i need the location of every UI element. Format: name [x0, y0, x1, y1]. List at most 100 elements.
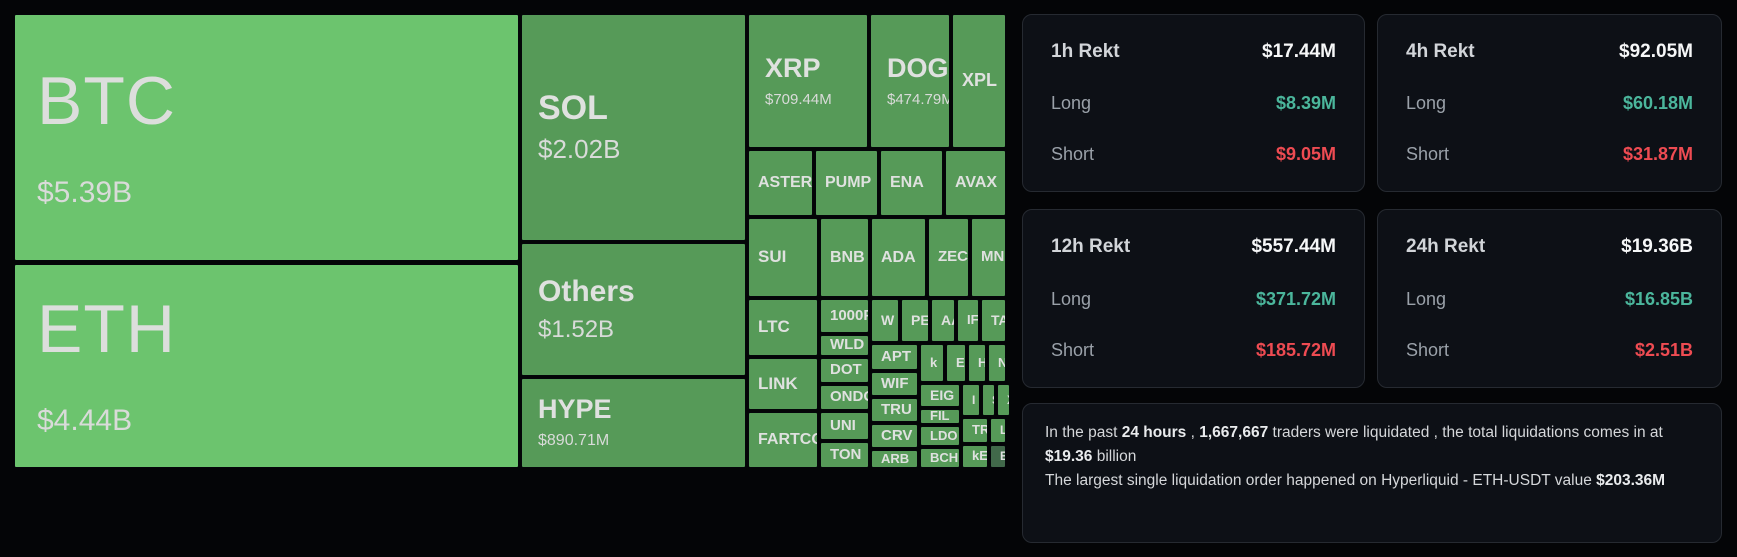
card-title: 4h Rekt — [1406, 41, 1475, 62]
summary-highlight: $19.36 — [1045, 448, 1093, 466]
card-title-row: 24h Rekt $19.36B — [1406, 236, 1693, 258]
treemap-cell-if[interactable]: IF — [957, 299, 979, 342]
treemap-cell-aster[interactable]: ASTER — [748, 150, 813, 216]
treemap-cell-hype[interactable]: HYPE $890.71M — [521, 378, 746, 468]
treemap-cell-w[interactable]: W — [871, 299, 899, 342]
cell-symbol: CRV — [881, 426, 913, 444]
cell-symbol: Others — [538, 274, 635, 308]
cell-symbol: SOL — [538, 89, 608, 128]
summary-panel: In the past 24 hours , 1,667,667 traders… — [1022, 403, 1722, 543]
cell-symbol: k — [930, 354, 938, 370]
cell-symbol: LA — [1000, 424, 1005, 437]
summary-line-2: The largest single liquidation order hap… — [1045, 469, 1699, 493]
treemap-cell-ldo[interactable]: LDO — [920, 426, 960, 446]
treemap-cell-ta[interactable]: TA — [981, 299, 1006, 342]
treemap-cell-dot[interactable]: DOT — [820, 358, 869, 383]
card-total-value: $92.05M — [1619, 41, 1693, 62]
treemap-cell-mn[interactable]: MN — [971, 218, 1006, 297]
treemap-cell-zec[interactable]: ZEC — [928, 218, 969, 297]
card-total-value: $557.44M — [1251, 236, 1336, 257]
treemap-cell-fartcoin[interactable]: FARTCOIN — [748, 412, 818, 468]
liquidation-treemap: BTC $5.39B ETH $4.44B SOL $2.02B Others $1.52B H… — [14, 14, 1010, 468]
short-value: $31.87M — [1622, 144, 1693, 164]
treemap-cell-ei[interactable]: EI — [990, 445, 1006, 468]
treemap-cell-ena[interactable]: ENA — [880, 150, 943, 216]
cell-symbol: ZEC — [938, 248, 968, 266]
cell-symbol: H — [978, 355, 985, 370]
treemap-cell-n[interactable]: N — [988, 344, 1006, 382]
cell-symbol: BCH — [930, 449, 959, 465]
cell-symbol: X — [1007, 393, 1009, 407]
treemap-cell-tru[interactable]: TRU — [871, 398, 918, 422]
cell-symbol: ADA — [881, 248, 916, 266]
rekt-card-4h: 4h Rekt $92.05M Long $60.18M Short $31.8… — [1377, 14, 1722, 192]
treemap-cell-ltc[interactable]: LTC — [748, 299, 818, 356]
cell-symbol: IF — [967, 312, 979, 328]
long-value: $60.18M — [1622, 93, 1693, 113]
treemap-cell-tr[interactable]: TR — [962, 418, 988, 443]
treemap-cell-i[interactable]: I — [962, 384, 980, 416]
treemap-cell-others[interactable]: Others $1.52B — [521, 243, 746, 376]
treemap-cell-e[interactable]: E — [946, 344, 966, 382]
treemap-cell-link[interactable]: LINK — [748, 358, 818, 410]
treemap-cell-h[interactable]: H — [968, 344, 986, 382]
card-long-row: Long $16.85B — [1406, 289, 1693, 310]
treemap-cell-avax[interactable]: AVAX — [945, 150, 1006, 216]
treemap-cell-crv[interactable]: CRV — [871, 424, 918, 448]
card-title-row: 4h Rekt $92.05M — [1406, 41, 1693, 63]
treemap-cell-x[interactable]: X — [997, 384, 1010, 416]
treemap-cell-k[interactable]: k — [920, 344, 944, 382]
cell-symbol: 1000P — [830, 306, 868, 324]
cell-symbol: FARTCOIN — [758, 431, 817, 449]
treemap-cell-eth[interactable]: ETH $4.44B — [14, 264, 519, 468]
long-label: Long — [1406, 93, 1447, 113]
treemap-cell-wif[interactable]: WIF — [871, 372, 918, 396]
cell-symbol: ONDO — [830, 388, 868, 406]
treemap-cell-la[interactable]: LA — [990, 418, 1006, 443]
cell-value: $2.02B — [538, 133, 621, 164]
treemap-cell-pe[interactable]: PE — [901, 299, 929, 342]
treemap-cell-ondo[interactable]: ONDO — [820, 385, 869, 410]
treemap-cell-s[interactable]: S — [982, 384, 995, 416]
long-value: $8.39M — [1275, 93, 1336, 113]
cell-symbol: UNI — [830, 416, 856, 434]
cell-symbol: ASTER — [758, 174, 813, 192]
cell-symbol: W — [881, 311, 895, 328]
long-value: $371.72M — [1255, 288, 1336, 309]
treemap-cell-apt[interactable]: APT — [871, 344, 918, 370]
summary-text: billion — [1092, 448, 1137, 466]
treemap-cell-ton[interactable]: TON — [820, 442, 869, 468]
treemap-cell-1000p[interactable]: 1000P — [820, 299, 869, 333]
cell-symbol: EIG — [930, 386, 955, 403]
treemap-cell-bnb[interactable]: BNB — [820, 218, 869, 297]
treemap-cell-bch[interactable]: BCH — [920, 448, 960, 468]
treemap-cell-btc[interactable]: BTC $5.39B — [14, 14, 519, 261]
treemap-cell-eig[interactable]: EIG — [920, 384, 960, 407]
short-label: Short — [1051, 144, 1095, 164]
treemap-cell-ke[interactable]: kE — [962, 445, 988, 468]
treemap-cell-arb[interactable]: ARB — [871, 450, 918, 468]
card-short-row: Short $2.51B — [1406, 340, 1693, 361]
treemap-cell-wld[interactable]: WLD — [820, 335, 869, 356]
cell-symbol: ETH — [37, 291, 176, 368]
treemap-cell-xpl[interactable]: XPL — [952, 14, 1006, 148]
card-title: 1h Rekt — [1051, 41, 1120, 62]
treemap-cell-sol[interactable]: SOL $2.02B — [521, 14, 746, 241]
treemap-cell-ada[interactable]: ADA — [871, 218, 926, 297]
treemap-cell-xrp[interactable]: XRP $709.44M — [748, 14, 868, 148]
treemap-cell-uni[interactable]: UNI — [820, 412, 869, 440]
short-label: Short — [1406, 144, 1450, 164]
treemap-cell-pump[interactable]: PUMP — [815, 150, 878, 216]
cell-symbol: TA — [991, 311, 1005, 328]
summary-text: traders were liquidated , the total liqu… — [1268, 424, 1663, 441]
cell-symbol: TR — [972, 422, 988, 438]
treemap-cell-fil[interactable]: FIL — [920, 409, 960, 424]
cell-value: $4.44B — [37, 404, 133, 438]
treemap-cell-doge[interactable]: DOGE $474.79M — [870, 14, 950, 148]
cell-symbol: XRP — [765, 52, 821, 83]
cell-symbol: WIF — [881, 374, 909, 392]
treemap-cell-sui[interactable]: SUI — [748, 218, 818, 297]
treemap-cell-aa[interactable]: AA — [931, 299, 955, 342]
cell-symbol: LTC — [758, 317, 790, 337]
cell-symbol: BNB — [830, 248, 865, 266]
